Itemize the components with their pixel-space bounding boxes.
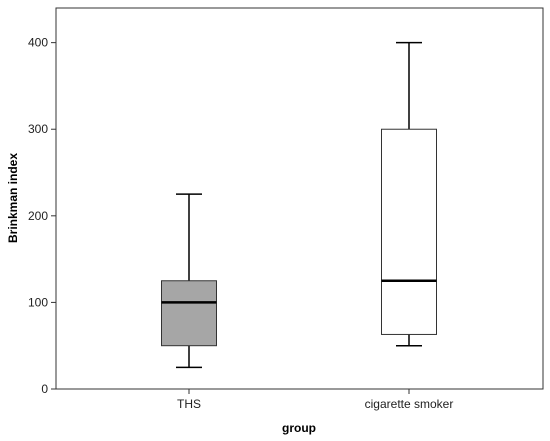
y-axis-title: Brinkman index (6, 153, 20, 243)
y-tick-label: 100 (28, 295, 48, 309)
y-axis: 0 100 200 300 400 (28, 36, 56, 396)
box-ths (161, 193, 217, 369)
box-cigarette-smoker (381, 41, 437, 347)
y-tick-label: 300 (28, 122, 48, 136)
y-tick-label: 0 (41, 382, 48, 396)
y-tick-label: 400 (28, 36, 48, 50)
x-tick-label: THS (177, 397, 201, 411)
y-tick-label: 200 (28, 209, 48, 223)
x-tick-label: cigarette smoker (365, 397, 454, 411)
x-axis-title: group (282, 421, 316, 435)
x-axis: THS cigarette smoker (177, 389, 453, 411)
iqr-box (161, 280, 217, 347)
boxes-layer (161, 41, 437, 369)
plot-frame (55, 7, 544, 390)
iqr-box (381, 128, 437, 335)
